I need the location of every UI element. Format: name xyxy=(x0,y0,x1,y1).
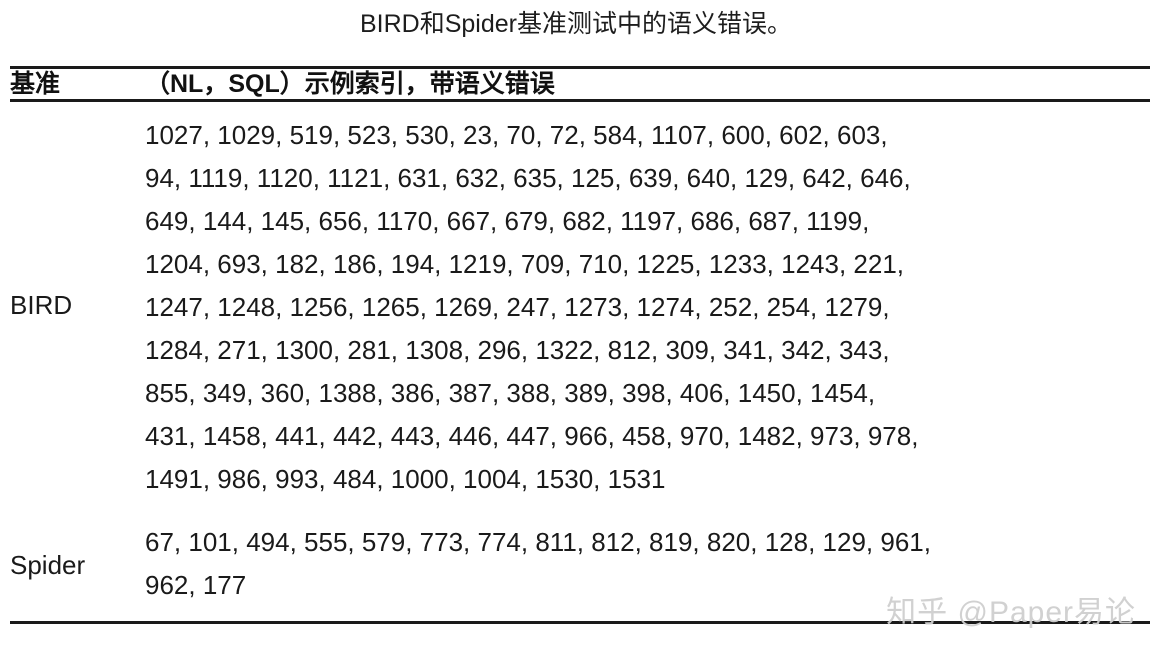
semantic-errors-table-container: 基准 （NL，SQL）示例索引，带语义错误 BIRD 1027, 1029, 5… xyxy=(10,66,1150,624)
indices-cell-bird: 1027, 1029, 519, 523, 530, 23, 70, 72, 5… xyxy=(145,101,1150,510)
indices-line: 67, 101, 494, 555, 579, 773, 774, 811, 8… xyxy=(145,527,931,557)
indices-line: 94, 1119, 1120, 1121, 631, 632, 635, 125… xyxy=(145,163,911,193)
benchmark-name-spider: Spider xyxy=(10,549,86,580)
column-header-indices: （NL，SQL）示例索引，带语义错误 xyxy=(145,70,555,98)
indices-line: 962, 177 xyxy=(145,570,247,600)
table-body: BIRD 1027, 1029, 519, 523, 530, 23, 70, … xyxy=(10,101,1150,623)
table-header-row: 基准 （NL，SQL）示例索引，带语义错误 xyxy=(10,67,1150,101)
indices-line: 649, 144, 145, 656, 1170, 667, 679, 682,… xyxy=(145,206,870,236)
indices-line: 1247, 1248, 1256, 1265, 1269, 247, 1273,… xyxy=(145,292,890,322)
indices-line: 1204, 693, 182, 186, 194, 1219, 709, 710… xyxy=(145,249,905,279)
table-row: BIRD 1027, 1029, 519, 523, 530, 23, 70, … xyxy=(10,101,1150,510)
column-header-benchmark: 基准 xyxy=(10,70,61,98)
indices-line: 1027, 1029, 519, 523, 530, 23, 70, 72, 5… xyxy=(145,120,888,150)
indices-line: 1491, 986, 993, 484, 1000, 1004, 1530, 1… xyxy=(145,464,666,494)
table-caption: BIRD和Spider基准测试中的语义错误。 xyxy=(360,10,792,38)
indices-line: 855, 349, 360, 1388, 386, 387, 388, 389,… xyxy=(145,378,876,408)
indices-cell-spider: 67, 101, 494, 555, 579, 773, 774, 811, 8… xyxy=(145,509,1150,623)
table-header: 基准 （NL，SQL）示例索引，带语义错误 xyxy=(10,67,1150,101)
semantic-errors-table: 基准 （NL，SQL）示例索引，带语义错误 BIRD 1027, 1029, 5… xyxy=(10,66,1150,624)
table-row: Spider 67, 101, 494, 555, 579, 773, 774,… xyxy=(10,509,1150,623)
indices-line: 1284, 271, 1300, 281, 1308, 296, 1322, 8… xyxy=(145,335,890,365)
indices-line: 431, 1458, 441, 442, 443, 446, 447, 966,… xyxy=(145,421,919,451)
benchmark-name-bird: BIRD xyxy=(10,290,73,320)
